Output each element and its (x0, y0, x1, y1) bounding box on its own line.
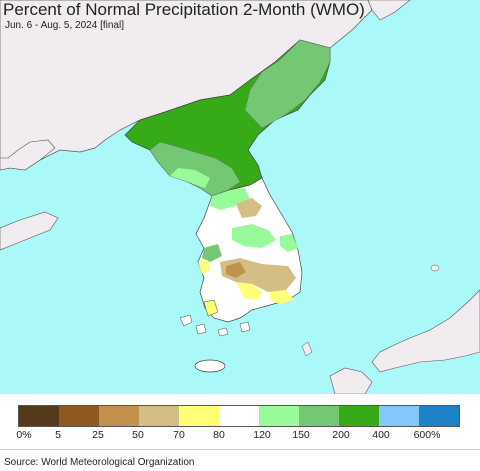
legend-swatch-10 (419, 406, 459, 426)
legend-labels: 0% 5 25 50 70 80 120 150 200 400 600% (0, 429, 480, 443)
japan-islands-tsushima (301, 341, 313, 357)
sk-brown-zone (226, 262, 246, 278)
legend-swatch-1 (59, 406, 99, 426)
sk-tan-zone-north (236, 198, 262, 218)
legend-swatch-7 (299, 406, 339, 426)
legend-swatch-4 (179, 406, 219, 426)
north-korea-light-patch (170, 168, 210, 188)
sk-green-zone-east (280, 234, 298, 252)
japan-honshu (371, 289, 480, 373)
legend-swatch-3 (139, 406, 179, 426)
shandong-peninsula (0, 211, 59, 251)
russia-landmass (367, 0, 411, 21)
legend-label: 5 (55, 429, 61, 441)
map-title: Percent of Normal Precipitation 2-Month … (3, 0, 365, 19)
legend-label: 200 (332, 429, 350, 441)
southwest-islands (203, 299, 219, 317)
legend-label: 50 (132, 429, 144, 441)
southern-islands (179, 314, 251, 337)
sk-yellow-zone-west (198, 260, 210, 274)
precipitation-map (0, 0, 480, 394)
sk-yellow-zone-south (236, 282, 262, 300)
legend-label: 400 (372, 429, 390, 441)
legend-swatch-2 (99, 406, 139, 426)
map-panel: Percent of Normal Precipitation 2-Month … (0, 0, 480, 394)
japan-kyushu (329, 367, 373, 394)
legend-swatch-8 (339, 406, 379, 426)
japan-small-island (430, 264, 440, 272)
legend-label: 600% (413, 429, 441, 441)
map-subtitle: Jun. 6 - Aug. 5, 2024 [final] (5, 20, 124, 31)
legend-label: 120 (253, 429, 271, 441)
liaodong-peninsula (0, 139, 56, 171)
legend-label: 150 (292, 429, 310, 441)
jeju-island (194, 359, 226, 373)
legend-swatch-5 (219, 406, 259, 426)
sk-green-zone-north (210, 188, 250, 210)
sk-yellow-zone-east (270, 290, 294, 304)
legend-label: 70 (173, 429, 185, 441)
footer: Source: World Meteorological Organizatio… (0, 449, 480, 471)
legend-swatch-6 (259, 406, 299, 426)
sk-green-zone-central (232, 224, 276, 248)
legend-label: 25 (92, 429, 104, 441)
legend-swatch-0 (19, 406, 59, 426)
north-korea-northeast-zone (244, 39, 331, 129)
source-credit: Source: World Meteorological Organizatio… (4, 457, 195, 468)
legend-swatch-9 (379, 406, 419, 426)
legend-color-bar (18, 405, 460, 427)
legend-label: 80 (213, 429, 225, 441)
sk-green-zone-west (202, 244, 222, 262)
legend-label: 0% (16, 429, 32, 441)
